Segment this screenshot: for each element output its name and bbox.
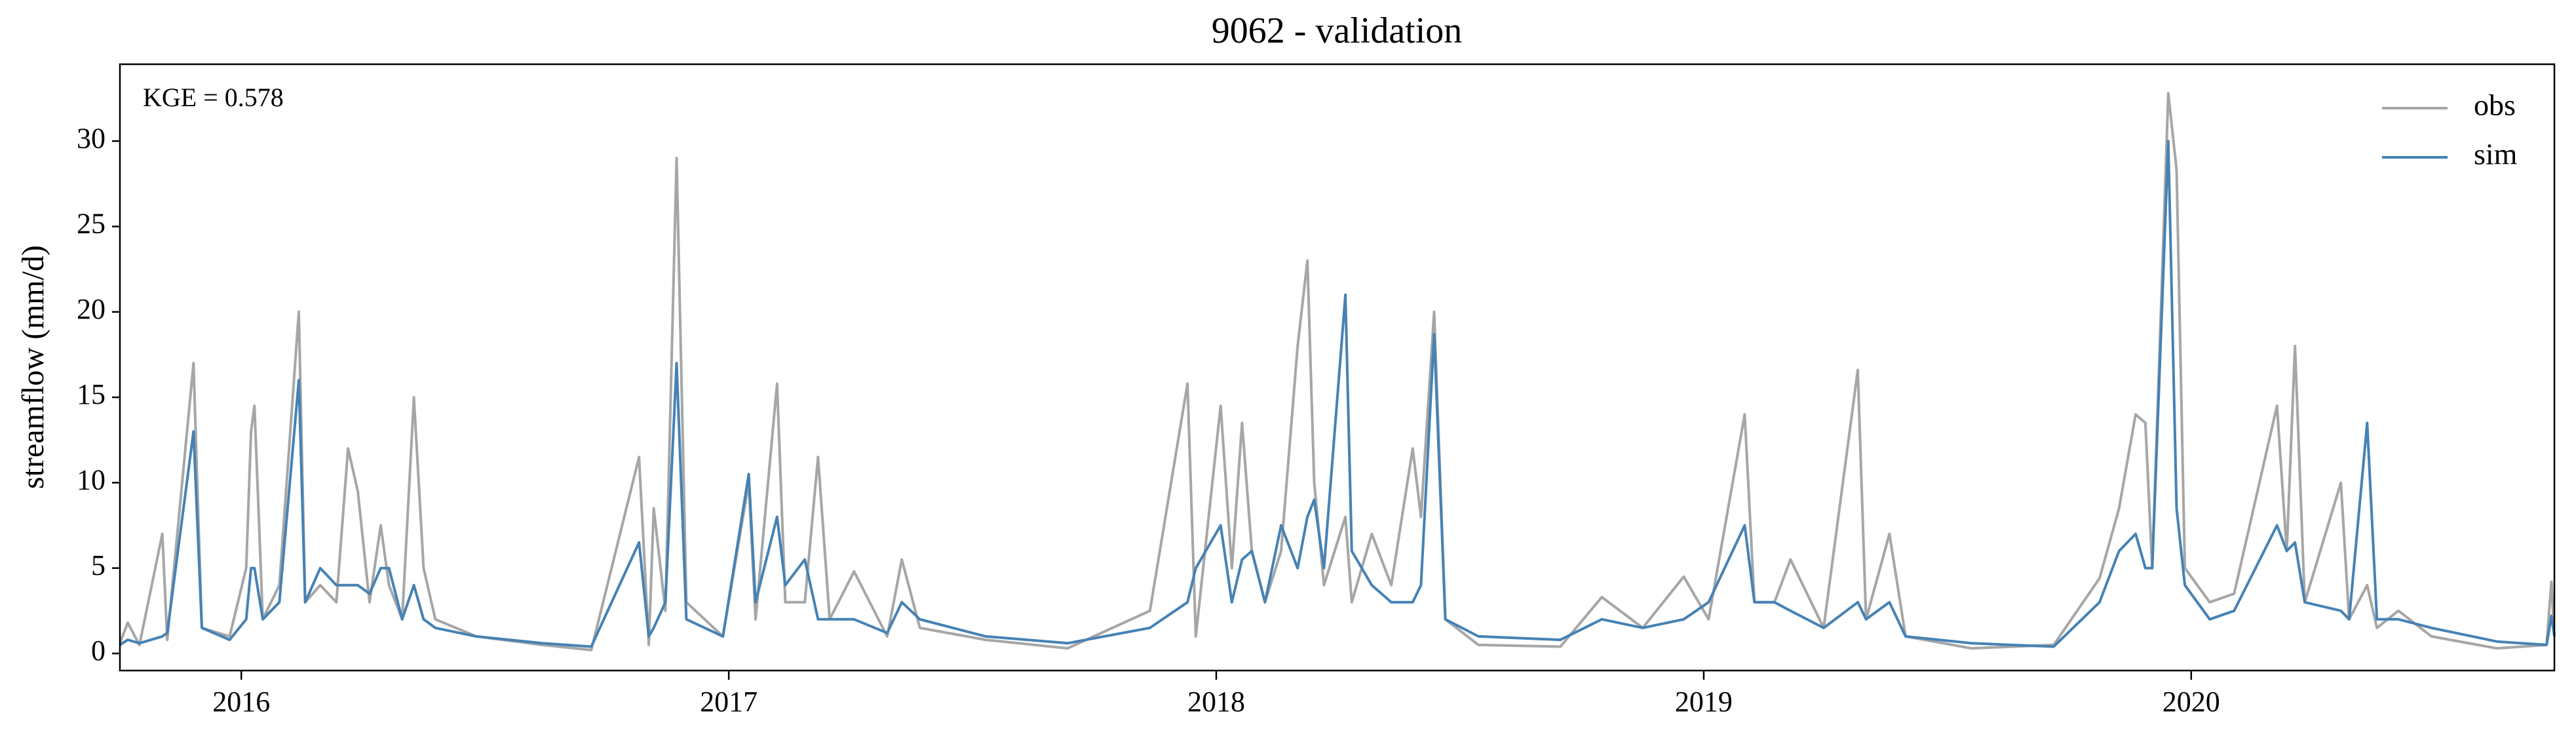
plot-frame [119, 63, 2556, 672]
y-tick-label: 15 [77, 378, 106, 410]
y-tick-label: 10 [77, 463, 106, 496]
y-tick-label: 20 [77, 293, 106, 325]
y-tick-label: 0 [91, 635, 106, 667]
chart-title: 9062 - validation [1212, 10, 1463, 51]
y-tick-label: 30 [77, 122, 106, 154]
annotation: KGE = 0.578 [143, 83, 284, 112]
y-axis-label: streamflow (mm/d) [16, 245, 50, 489]
legend-label: obs [2474, 88, 2516, 122]
legend-label: sim [2474, 138, 2518, 171]
x-tick-label: 2017 [700, 686, 758, 718]
y-tick-label: 25 [77, 208, 106, 240]
x-tick-label: 2018 [1187, 686, 1245, 718]
x-tick-label: 2019 [1675, 686, 1733, 718]
data-line [119, 140, 2556, 648]
x-tick-label: 2020 [2163, 686, 2220, 718]
x-tick-label: 2016 [212, 686, 270, 718]
y-tick-label: 5 [91, 549, 106, 581]
